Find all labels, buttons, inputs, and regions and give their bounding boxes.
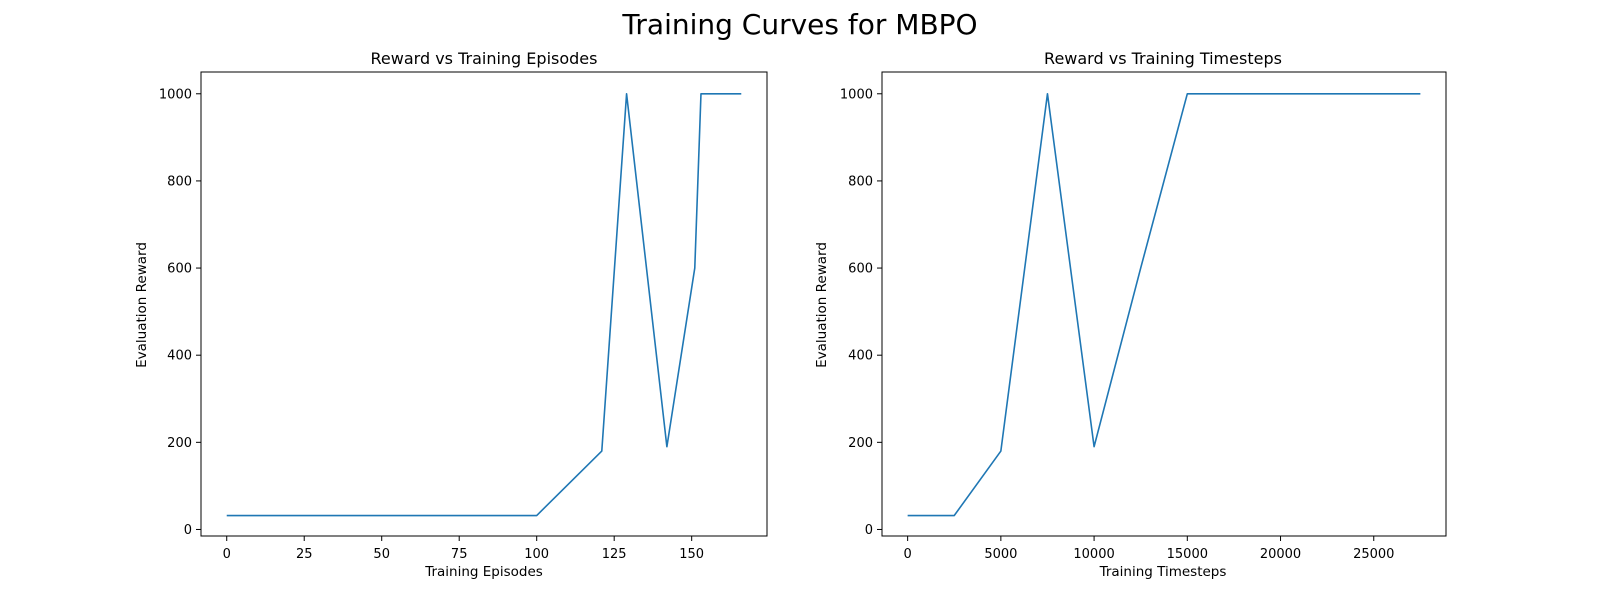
episodes-chart-xtick-label: 100 bbox=[524, 547, 549, 562]
episodes-chart-xtick-label: 75 bbox=[451, 547, 468, 562]
timesteps-chart-ytick-label: 400 bbox=[848, 349, 873, 364]
timesteps-chart-xtick-label: 0 bbox=[903, 547, 911, 562]
episodes-chart-ytick-label: 400 bbox=[167, 349, 192, 364]
episodes-chart-xtick-label: 125 bbox=[602, 547, 627, 562]
timesteps-chart-ytick-label: 0 bbox=[865, 523, 873, 538]
timesteps-chart-xtick-label: 5000 bbox=[984, 547, 1017, 562]
timesteps-chart-ytick-label: 1000 bbox=[840, 87, 873, 102]
timesteps-chart-xlabel: Training Timesteps bbox=[1099, 564, 1227, 580]
episodes-chart-ytick-label: 200 bbox=[167, 436, 192, 451]
episodes-chart-series-line bbox=[226, 92, 742, 517]
timesteps-chart-title: Reward vs Training Timesteps bbox=[1044, 49, 1282, 68]
timesteps-chart-series-line bbox=[907, 92, 1421, 517]
episodes-chart-axes-frame bbox=[200, 71, 768, 537]
episodes-chart-ytick-label: 0 bbox=[184, 523, 192, 538]
timesteps-chart-axes-frame bbox=[881, 71, 1447, 537]
episodes-chart-xtick-label: 25 bbox=[296, 547, 313, 562]
episodes-chart-ytick-label: 600 bbox=[167, 262, 192, 277]
episodes-chart-ytick-label: 1000 bbox=[159, 87, 192, 102]
episodes-chart-xlabel: Training Episodes bbox=[424, 564, 543, 580]
episodes-chart-ylabel: Evaluation Reward bbox=[134, 242, 150, 368]
timesteps-chart-ytick-label: 800 bbox=[848, 174, 873, 189]
timesteps-chart-plot-area: 0 5000 10000 15000 20000 25000 0 200 400 600 800 10… bbox=[840, 71, 1447, 562]
figure-suptitle: Training Curves for MBPO bbox=[621, 8, 977, 41]
timesteps-chart-xtick-label: 10000 bbox=[1073, 547, 1114, 562]
episodes-chart-plot-area: 0 25 50 75 100 125 150 0 200 400 600 800 1000 bbox=[159, 71, 768, 562]
timesteps-chart-ytick-label: 200 bbox=[848, 436, 873, 451]
episodes-chart: Reward vs Training Episodes Training Epi… bbox=[134, 49, 768, 580]
episodes-chart-xtick-label: 50 bbox=[373, 547, 390, 562]
timesteps-chart-xtick-label: 20000 bbox=[1260, 547, 1301, 562]
timesteps-chart-xtick-label: 15000 bbox=[1167, 547, 1208, 562]
timesteps-chart-ylabel: Evaluation Reward bbox=[814, 242, 830, 368]
episodes-chart-xtick-label: 0 bbox=[223, 547, 231, 562]
timesteps-chart: Reward vs Training Timesteps Training Ti… bbox=[814, 49, 1447, 580]
episodes-chart-title: Reward vs Training Episodes bbox=[371, 49, 598, 68]
episodes-chart-ytick-label: 800 bbox=[167, 174, 192, 189]
timesteps-chart-ytick-label: 600 bbox=[848, 262, 873, 277]
episodes-chart-xtick-label: 150 bbox=[679, 547, 704, 562]
timesteps-chart-xtick-label: 25000 bbox=[1353, 547, 1394, 562]
